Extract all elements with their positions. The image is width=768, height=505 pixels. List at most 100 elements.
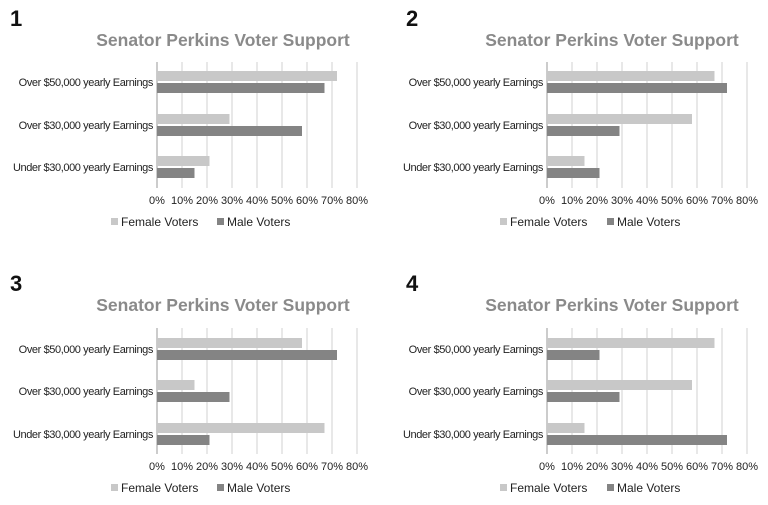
x-tick-label: 70% xyxy=(711,461,733,473)
chart-title: Senator Perkins Voter Support xyxy=(96,30,350,50)
chart-panel-1: 1 Senator Perkins Voter Support 0% 10% 20% 30… xyxy=(10,6,368,229)
male-voters-bar xyxy=(157,126,302,136)
female-voters-bar xyxy=(547,380,692,390)
chart-title: Senator Perkins Voter Support xyxy=(96,295,350,315)
legend-swatch-male xyxy=(607,218,614,225)
x-tick-label: 60% xyxy=(296,461,318,473)
male-voters-bar xyxy=(547,392,620,402)
x-tick-label: 30% xyxy=(611,461,633,473)
x-tick-label: 30% xyxy=(221,461,243,473)
female-voters-bar xyxy=(547,114,692,124)
x-tick-label: 40% xyxy=(636,461,658,473)
x-tick-label: 10% xyxy=(171,195,193,207)
x-tick-label: 20% xyxy=(586,195,608,207)
chart-title: Senator Perkins Voter Support xyxy=(485,30,739,50)
chart-panel-3: 3 Senator Perkins Voter Support 0% 10% 20% 30… xyxy=(10,271,368,495)
female-voters-bar xyxy=(157,71,337,81)
legend-swatch-male xyxy=(607,484,614,491)
x-tick-label: 60% xyxy=(296,195,318,207)
legend-label: Male Voters xyxy=(227,215,290,229)
category-label: Over $50,000 yearly Earnings xyxy=(409,77,544,89)
legend-swatch-male xyxy=(217,218,224,225)
x-tick-label: 70% xyxy=(711,195,733,207)
legend-label: Male Voters xyxy=(227,481,290,495)
category-label: Under $30,000 yearly Earnings xyxy=(403,162,544,174)
male-voters-bar xyxy=(157,350,337,360)
female-voters-bar xyxy=(157,156,210,166)
female-voters-bar xyxy=(157,423,325,433)
male-voters-bar xyxy=(547,435,727,445)
male-voters-bar xyxy=(157,83,325,93)
x-tick-label: 10% xyxy=(561,195,583,207)
x-tick-label: 30% xyxy=(221,195,243,207)
x-tick-label: 0% xyxy=(149,461,165,473)
chart-panel-4: 4 Senator Perkins Voter Support 0% 10% 20% 30… xyxy=(403,271,758,495)
x-tick-label: 70% xyxy=(321,195,343,207)
x-tick-label: 40% xyxy=(636,195,658,207)
x-tick-label: 80% xyxy=(736,195,758,207)
legend-label: Female Voters xyxy=(121,215,198,229)
x-tick-label: 20% xyxy=(196,461,218,473)
male-voters-bar xyxy=(157,392,230,402)
legend-label: Male Voters xyxy=(617,215,680,229)
legend-label: Female Voters xyxy=(121,481,198,495)
x-tick-label: 50% xyxy=(661,461,683,473)
panel-number: 1 xyxy=(10,6,22,31)
category-label: Over $30,000 yearly Earnings xyxy=(409,120,544,132)
x-tick-label: 10% xyxy=(561,461,583,473)
x-tick-label: 60% xyxy=(686,195,708,207)
category-label: Over $50,000 yearly Earnings xyxy=(409,344,544,356)
male-voters-bar xyxy=(157,168,195,178)
female-voters-bar xyxy=(547,71,715,81)
x-tick-label: 30% xyxy=(611,195,633,207)
male-voters-bar xyxy=(547,126,620,136)
x-tick-label: 0% xyxy=(149,195,165,207)
x-tick-label: 80% xyxy=(346,461,368,473)
legend-label: Male Voters xyxy=(617,481,680,495)
x-tick-label: 20% xyxy=(586,461,608,473)
female-voters-bar xyxy=(547,156,585,166)
female-voters-bar xyxy=(157,338,302,348)
legend-swatch-female xyxy=(111,484,118,491)
x-tick-label: 50% xyxy=(661,195,683,207)
panel-number: 4 xyxy=(406,271,419,296)
x-tick-label: 80% xyxy=(346,195,368,207)
x-tick-label: 0% xyxy=(539,461,555,473)
x-tick-label: 50% xyxy=(271,195,293,207)
category-label: Over $30,000 yearly Earnings xyxy=(409,386,544,398)
category-label: Over $30,000 yearly Earnings xyxy=(19,386,154,398)
chart-title: Senator Perkins Voter Support xyxy=(485,295,739,315)
category-label: Under $30,000 yearly Earnings xyxy=(13,429,154,441)
x-tick-label: 0% xyxy=(539,195,555,207)
legend-swatch-female xyxy=(111,218,118,225)
chart-panel-2: 2 Senator Perkins Voter Support 0% 10% 20% 30… xyxy=(403,6,758,229)
female-voters-bar xyxy=(157,114,230,124)
legend-label: Female Voters xyxy=(510,481,587,495)
x-tick-label: 40% xyxy=(246,461,268,473)
x-tick-label: 80% xyxy=(736,461,758,473)
category-label: Over $50,000 yearly Earnings xyxy=(19,77,154,89)
female-voters-bar xyxy=(547,338,715,348)
x-tick-label: 70% xyxy=(321,461,343,473)
panel-number: 3 xyxy=(10,271,22,296)
legend-label: Female Voters xyxy=(510,215,587,229)
x-tick-label: 40% xyxy=(246,195,268,207)
legend-swatch-male xyxy=(217,484,224,491)
x-tick-label: 10% xyxy=(171,461,193,473)
category-label: Under $30,000 yearly Earnings xyxy=(13,162,154,174)
panel-number: 2 xyxy=(406,6,418,31)
x-tick-label: 50% xyxy=(271,461,293,473)
male-voters-bar xyxy=(547,350,600,360)
x-tick-label: 60% xyxy=(686,461,708,473)
female-voters-bar xyxy=(157,380,195,390)
category-label: Over $50,000 yearly Earnings xyxy=(19,344,154,356)
legend-swatch-female xyxy=(500,218,507,225)
x-tick-label: 20% xyxy=(196,195,218,207)
female-voters-bar xyxy=(547,423,585,433)
category-label: Under $30,000 yearly Earnings xyxy=(403,429,544,441)
male-voters-bar xyxy=(547,168,600,178)
category-label: Over $30,000 yearly Earnings xyxy=(19,120,154,132)
male-voters-bar xyxy=(547,83,727,93)
legend-swatch-female xyxy=(500,484,507,491)
